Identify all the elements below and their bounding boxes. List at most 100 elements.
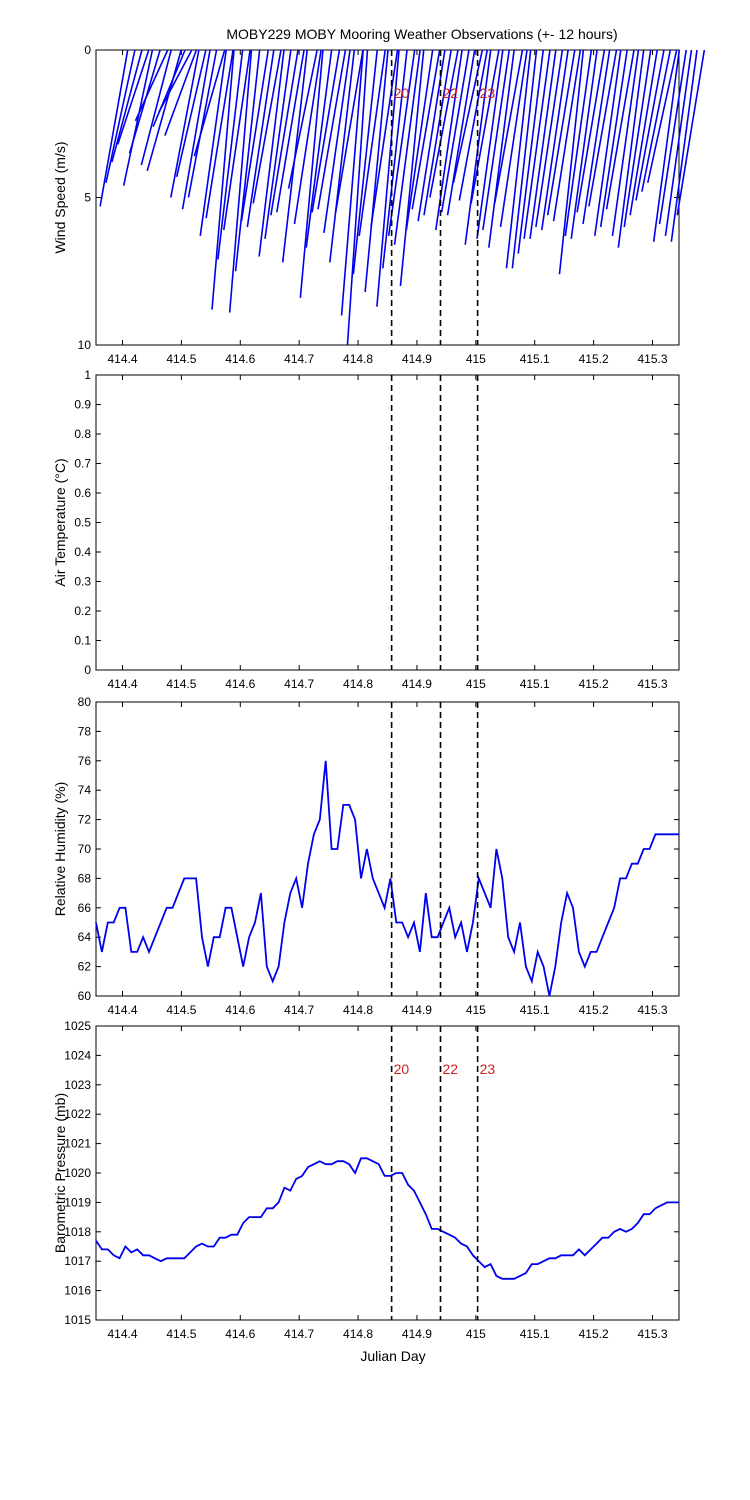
wind-stick <box>240 49 270 222</box>
y-tick-label: 1020 <box>64 1166 91 1180</box>
x-tick-label: 414.7 <box>284 677 314 691</box>
y-tick-label: 10 <box>78 338 92 352</box>
wind-stick <box>523 49 551 239</box>
x-tick-label: 415.1 <box>520 677 550 691</box>
wind-stick <box>175 49 207 178</box>
wind-stick <box>228 49 253 313</box>
wind-stick <box>358 49 386 236</box>
wind-stick <box>546 49 576 216</box>
wind-stick <box>641 49 672 192</box>
wind-stick <box>111 49 143 163</box>
x-tick-label: 414.5 <box>166 1003 196 1017</box>
y-tick-label: 66 <box>78 901 92 915</box>
wind-stick <box>429 49 459 198</box>
wind-stick <box>417 49 446 222</box>
wind-stick <box>635 49 665 201</box>
x-tick-label: 414.4 <box>107 1327 137 1341</box>
wind-stick <box>499 49 528 228</box>
data-line <box>95 760 679 997</box>
wind-stick <box>234 49 261 272</box>
x-tick-label: 415.2 <box>579 352 609 366</box>
y-tick-label: 0.3 <box>74 575 91 589</box>
wind-stick <box>340 49 364 316</box>
wind-stick <box>493 49 524 204</box>
axes-frame <box>95 1025 680 1321</box>
y-axis-label: Barometric Pressure (mb) <box>52 1093 68 1253</box>
y-tick-label: 0.2 <box>74 604 91 618</box>
x-tick-label: 414.9 <box>402 352 432 366</box>
panel-2: 414.4 414.5 414.6 414.7 414.8 414.9 415 415.1 41… <box>52 695 680 1017</box>
wind-stick <box>676 49 706 216</box>
wind-stick <box>505 49 532 269</box>
wind-stick <box>434 49 463 231</box>
y-tick-label: 60 <box>78 989 92 1003</box>
wind-stick <box>152 49 186 128</box>
x-tick-label: 414.7 <box>284 352 314 366</box>
x-tick-label: 415.3 <box>637 677 667 691</box>
wind-stick <box>193 49 226 157</box>
event-marker-label: 20 <box>394 1061 410 1077</box>
x-tick-label: 415.3 <box>637 1327 667 1341</box>
wind-stick <box>352 49 379 275</box>
wind-stick <box>470 49 500 204</box>
wind-stick <box>658 49 687 225</box>
wind-stick <box>222 49 251 231</box>
wind-stick <box>558 49 585 275</box>
wind-stick <box>205 49 234 219</box>
x-tick-label: 414.5 <box>166 1327 196 1341</box>
y-tick-label: 0 <box>84 663 91 677</box>
wind-stick <box>411 49 441 210</box>
y-tick-label: 0.4 <box>74 545 91 559</box>
wind-stick <box>570 49 598 239</box>
x-tick-label: 414.6 <box>225 677 255 691</box>
wind-stick <box>647 49 678 183</box>
x-tick-label: 414.8 <box>343 1003 373 1017</box>
event-marker-label: 20 <box>394 85 410 101</box>
wind-stick <box>258 49 285 257</box>
data-line <box>95 1157 679 1280</box>
wind-stick <box>287 49 318 189</box>
wind-stick <box>593 49 622 236</box>
x-tick-label: 415 <box>466 352 486 366</box>
wind-stick <box>582 49 611 225</box>
wind-stick <box>440 49 470 213</box>
x-tick-label: 414.7 <box>284 1003 314 1017</box>
y-tick-label: 0.7 <box>74 457 91 471</box>
x-tick-label: 415.3 <box>637 352 667 366</box>
wind-stick <box>517 49 545 254</box>
y-tick-label: 1024 <box>64 1048 91 1062</box>
wind-stick <box>629 49 659 216</box>
wind-stick <box>364 49 389 292</box>
wind-stick <box>482 49 510 231</box>
y-tick-label: 62 <box>78 960 92 974</box>
wind-stick <box>246 49 275 228</box>
wind-stick <box>588 49 618 207</box>
event-marker-label: 22 <box>443 85 459 101</box>
wind-stick <box>617 49 645 248</box>
x-tick-label: 415 <box>466 677 486 691</box>
y-axis-label: Wind Speed (m/s) <box>52 141 68 253</box>
wind-stick <box>599 49 628 228</box>
wind-stick <box>487 49 515 248</box>
x-tick-label: 414.4 <box>107 352 137 366</box>
x-tick-label: 414.8 <box>343 677 373 691</box>
wind-stick <box>381 49 408 269</box>
wind-stick <box>399 49 425 287</box>
y-tick-label: 1 <box>84 368 91 382</box>
wind-stick <box>464 49 492 245</box>
y-tick-label: 1018 <box>64 1225 91 1239</box>
event-marker-label: 23 <box>480 1061 496 1077</box>
y-tick-label: 76 <box>78 754 92 768</box>
panel-1: 414.4 414.5 414.6 414.7 414.8 414.9 415 415.1 41… <box>52 368 680 691</box>
event-marker-label: 22 <box>443 1061 459 1077</box>
wind-stick <box>323 49 351 234</box>
wind-stick <box>564 49 593 236</box>
wind-stick <box>605 49 635 210</box>
wind-stick <box>576 49 606 213</box>
wind-stick <box>317 49 347 210</box>
x-tick-label: 415.2 <box>579 677 609 691</box>
wind-stick <box>170 49 200 198</box>
y-tick-label: 0.9 <box>74 398 91 412</box>
y-tick-label: 1015 <box>64 1313 91 1327</box>
